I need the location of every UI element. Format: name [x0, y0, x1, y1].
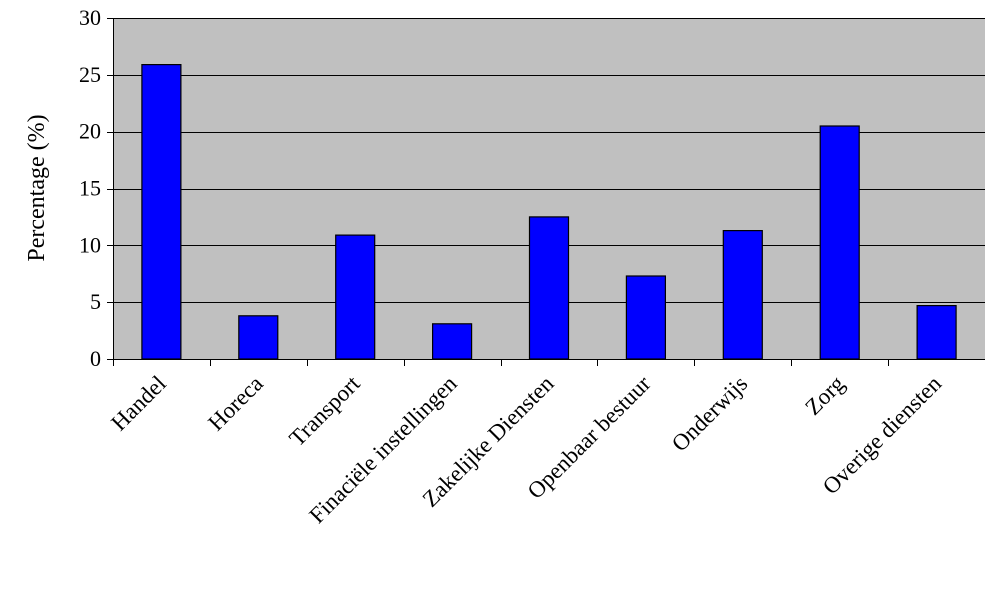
y-axis-title: Percentage (%)	[24, 114, 50, 261]
bar-openbaar-bestuur	[625, 275, 667, 360]
bar-onderwijs	[722, 230, 763, 360]
bar-finaci-le-instellingen	[432, 323, 473, 360]
y-tick-label: 25	[79, 62, 101, 87]
y-tick-label: 15	[79, 176, 101, 201]
bar-transport	[335, 234, 376, 360]
bar-overige-diensten	[916, 305, 957, 360]
axes	[107, 18, 985, 366]
y-tick-labels: 0 5 10 15 20 25 30	[79, 5, 101, 371]
y-tick-label: 5	[90, 289, 101, 314]
bar-handel	[141, 63, 182, 360]
bars	[141, 63, 957, 360]
x-category-label: Onderwijs	[667, 371, 752, 456]
y-tick-label: 10	[79, 232, 101, 257]
y-tick-label: 20	[79, 119, 101, 144]
bar-horeca	[238, 315, 279, 360]
x-category-label: Zorg	[800, 371, 849, 420]
bar-zorg	[819, 125, 860, 360]
x-category-label: Transport	[284, 370, 365, 451]
x-category-label: Horeca	[203, 371, 268, 436]
y-tick-label: 0	[90, 346, 101, 371]
bar-zakelijke-diensten	[528, 216, 570, 360]
y-tick-label: 30	[79, 5, 101, 30]
x-category-label: Handel	[106, 371, 171, 436]
